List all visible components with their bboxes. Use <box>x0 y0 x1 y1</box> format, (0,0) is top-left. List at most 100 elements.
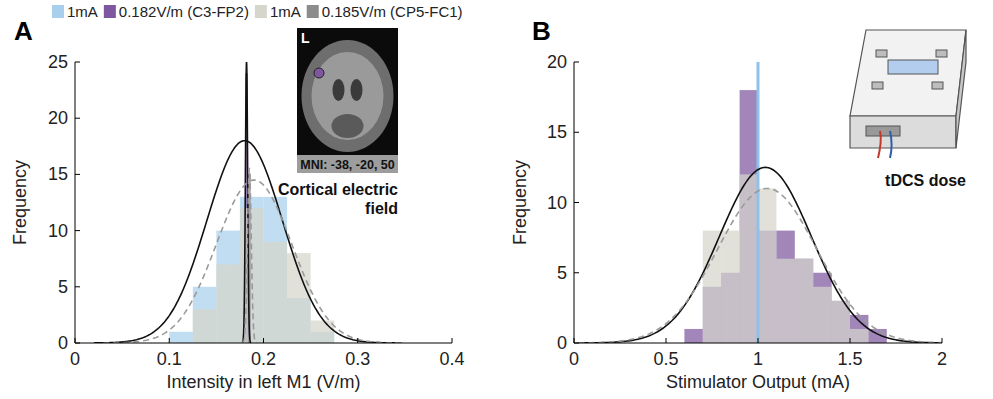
x-tick-label: 2 <box>937 349 947 369</box>
inset-title: tDCS dose <box>885 172 966 189</box>
mri-ventricle <box>351 79 363 101</box>
x-tick-label: 0.4 <box>439 349 464 369</box>
legend-label: 0.185V/m (CP5-FC1) <box>322 3 463 20</box>
histogram-bar <box>216 264 240 343</box>
y-tick-label: 20 <box>547 52 567 72</box>
y-tick <box>75 174 80 175</box>
y-axis-title: Frequency <box>10 160 30 245</box>
y-tick <box>75 230 80 231</box>
legend-label: 1mA <box>67 3 98 20</box>
x-tick <box>357 338 358 343</box>
cable-blue <box>890 131 892 158</box>
histogram-bar <box>193 287 217 343</box>
y-tick-label: 0 <box>58 333 68 353</box>
normal-fit-curve <box>574 188 942 343</box>
histogram-bar <box>850 329 868 343</box>
y-tick-label: 25 <box>48 52 68 72</box>
histogram-bar <box>795 259 813 343</box>
x-axis-title: Intensity in left M1 (V/m) <box>166 372 360 392</box>
y-tick-label: 5 <box>557 263 567 283</box>
legend-swatch <box>104 5 116 18</box>
mri-background <box>297 28 398 155</box>
histogram-bar <box>795 259 813 343</box>
histogram-bar <box>776 259 794 343</box>
device-button <box>932 82 943 89</box>
panel-letter: A <box>14 16 33 46</box>
legend-swatch <box>52 5 64 18</box>
histogram-bar <box>169 332 193 343</box>
x-tick-label: 1.5 <box>837 349 862 369</box>
histogram-bar <box>813 273 831 343</box>
y-tick <box>75 62 80 63</box>
inset-title-line: Cortical electric <box>278 181 398 198</box>
x-tick-label: 0 <box>70 349 80 369</box>
inset-title-line: field <box>365 200 398 217</box>
inset-caption: MNI: -38, -20, 50 <box>300 158 395 172</box>
legend-label: 1mA <box>270 3 301 20</box>
histogram-bar <box>684 329 702 343</box>
histogram-bar <box>311 321 335 343</box>
x-tick-label: 0.2 <box>251 349 276 369</box>
y-tick-label: 0 <box>557 333 567 353</box>
x-tick-label: 0.3 <box>345 349 370 369</box>
histogram-bar <box>193 309 217 343</box>
x-tick <box>263 338 264 343</box>
x-tick <box>942 338 943 343</box>
histogram-bar <box>216 231 240 343</box>
histogram-bar <box>264 242 288 343</box>
x-tick <box>574 338 575 343</box>
x-tick <box>452 338 453 343</box>
x-tick <box>75 338 76 343</box>
histogram-bar <box>758 188 776 343</box>
device-button <box>872 82 883 89</box>
y-tick <box>75 118 80 119</box>
histogram-bar <box>287 253 311 343</box>
x-axis-title: Stimulator Output (mA) <box>666 372 850 392</box>
x-tick-label: 0.5 <box>653 349 678 369</box>
y-tick <box>574 132 579 133</box>
y-tick-label: 10 <box>48 221 68 241</box>
caption-bar <box>297 155 398 173</box>
y-tick <box>574 272 579 273</box>
legend-label: 0.182V/m (C3-FP2) <box>119 3 249 20</box>
normal-fit-curve <box>242 169 257 343</box>
histogram-bar <box>740 90 758 343</box>
y-tick <box>574 62 579 63</box>
normal-fit-curve <box>581 167 942 343</box>
panel: A 0 0.1 0.2 0.3 0.4 0 5 10 15 20 25 Intensity in lef… <box>10 3 465 392</box>
histogram-bar <box>850 315 868 343</box>
histogram-bar <box>813 287 831 343</box>
x-tick-label: 1 <box>753 349 763 369</box>
y-tick-label: 5 <box>58 277 68 297</box>
brain-inset: LMNI: -38, -20, 50 <box>297 28 398 173</box>
y-tick-label: 15 <box>48 164 68 184</box>
panel-letter: B <box>532 16 551 46</box>
stimulation-site <box>314 68 324 78</box>
x-tick <box>666 338 667 343</box>
histogram-bar <box>264 197 288 343</box>
inset-title: Cortical electric field <box>278 181 398 217</box>
normal-fit-curve <box>103 180 405 343</box>
legend-swatch <box>307 5 319 18</box>
x-tick-label: 0.1 <box>157 349 182 369</box>
histogram-bar <box>721 231 739 343</box>
figure: A00.10.20.30.40510152025Intensity in lef… <box>0 0 993 399</box>
y-tick-label: 20 <box>48 108 68 128</box>
device-front <box>850 116 956 148</box>
x-tick <box>850 338 851 343</box>
mri-ventricle <box>333 79 345 101</box>
y-tick-label: 10 <box>547 193 567 213</box>
mri-white-matter <box>312 52 384 140</box>
y-tick <box>574 202 579 203</box>
y-axis <box>75 62 76 343</box>
device-top <box>850 30 966 116</box>
histogram-bar <box>776 231 794 343</box>
legend-swatch <box>255 5 267 18</box>
device-side <box>956 30 966 148</box>
device-port <box>866 126 900 136</box>
mri-brainstem <box>332 114 364 138</box>
device-button <box>876 50 887 57</box>
y-axis-title: Frequency <box>510 160 530 245</box>
x-tick-label: 0 <box>569 349 579 369</box>
dose-line <box>757 62 760 343</box>
